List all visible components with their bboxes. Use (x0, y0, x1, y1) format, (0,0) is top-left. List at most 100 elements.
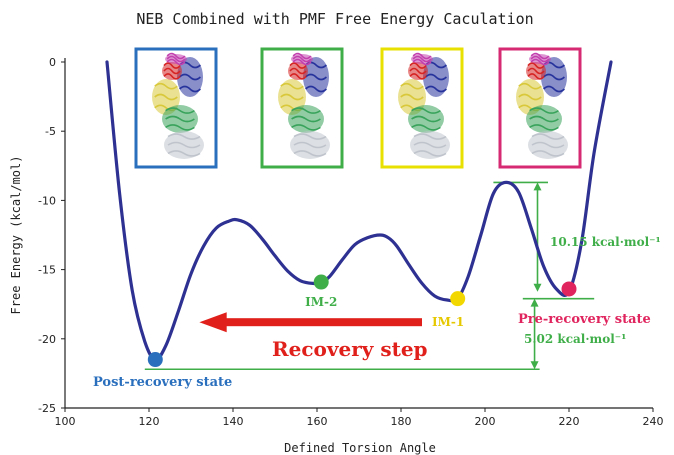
state-point (313, 274, 329, 290)
ribbon-helix (292, 58, 312, 66)
ribbon-helix (400, 82, 424, 90)
ribbon-helix (409, 62, 427, 69)
structure-frame (498, 47, 582, 169)
structure-frame (260, 47, 344, 169)
ribbon-helix (527, 67, 545, 75)
barrier-arrow-head-down (533, 283, 542, 292)
ribbon-helix (527, 73, 545, 80)
ribbon-helix (165, 107, 195, 114)
free-energy-curve (105, 60, 613, 362)
ribbon-helix (165, 115, 195, 123)
y-tick-label: -25 (38, 402, 56, 415)
ribbon-helix (412, 58, 432, 66)
ribbon-helix (425, 73, 447, 81)
ribbon-helix (289, 67, 307, 75)
state-points (147, 274, 577, 368)
ribbon-helix (305, 73, 327, 81)
ribbon-helix (518, 82, 542, 90)
y-tick-label: -20 (38, 333, 56, 346)
ribbon-helix (543, 85, 565, 93)
ribbon-helix (179, 73, 201, 81)
ribbon-helix (529, 107, 559, 114)
ribbon-helix (280, 93, 304, 101)
barrier-energy-label: 10.15 kcal·mol⁻¹ (550, 235, 661, 249)
im-1-label: IM-1 (432, 315, 464, 329)
ribbon-helix (409, 67, 427, 75)
delta-arrow-head-down (530, 361, 539, 370)
ribbon-helix (411, 124, 441, 131)
y-tick-label: -10 (38, 194, 56, 207)
y-tick-label: -15 (38, 264, 56, 277)
ribbon-helix (530, 52, 550, 60)
ribbon-helix (425, 85, 447, 93)
ribbon-helix (305, 85, 327, 93)
ribbon-helix (167, 141, 201, 149)
ribbon-helix (530, 55, 550, 63)
x-tick-label: 100 (55, 415, 76, 428)
ribbon-helix (179, 85, 201, 93)
y-tick-label: 0 (49, 56, 56, 69)
ribbon-helix (293, 133, 327, 140)
barrier-arrow-head-up (533, 182, 542, 191)
state-point (147, 352, 163, 368)
ribbon-helix (543, 73, 565, 81)
y-tick-label: -5 (45, 125, 56, 138)
structure-frames (134, 47, 582, 169)
chart-title: NEB Combined with PMF Free Energy Cacula… (136, 10, 533, 28)
ribbon-helix (291, 107, 321, 114)
structure-frame (134, 47, 218, 169)
ribbon-helix (409, 73, 427, 80)
ribbon-helix (529, 124, 559, 131)
recovery-arrow-shaft (220, 318, 422, 327)
ribbon-helix (291, 124, 321, 131)
ribbon-helix (527, 62, 545, 69)
ribbon-helix (413, 133, 447, 140)
ribbon-helix (166, 58, 186, 66)
delta-arrow-head-up (530, 298, 539, 307)
ribbon-helix (293, 150, 327, 157)
ribbon-helix (413, 141, 447, 149)
ribbon-helix (292, 55, 312, 63)
state-point (450, 291, 466, 307)
ribbon-helix (413, 150, 447, 157)
im-2-label: IM-2 (305, 295, 337, 309)
ribbon-helix (166, 55, 186, 63)
ribbon-helix (154, 93, 178, 101)
recovery-arrow (199, 312, 422, 333)
x-tick-label: 160 (307, 415, 328, 428)
ribbon-helix (412, 55, 432, 63)
x-tick-label: 140 (223, 415, 244, 428)
ribbon-helix (531, 150, 565, 157)
ribbon-helix (154, 82, 178, 90)
ribbon-helix (163, 73, 181, 80)
ribbon-helix (400, 93, 424, 101)
post-recovery-label: Post-recovery state (93, 375, 232, 390)
x-tick-label: 180 (391, 415, 412, 428)
ribbon-helix (411, 115, 441, 123)
ribbon-helix (531, 141, 565, 149)
ribbon-helix (293, 141, 327, 149)
x-tick-label: 200 (475, 415, 496, 428)
structure-frame (380, 47, 464, 169)
ribbon-helix (163, 67, 181, 75)
energy-guides (144, 181, 595, 371)
ribbon-helix (166, 52, 186, 60)
recovery-arrow-head (199, 312, 227, 333)
ribbon-helix (411, 107, 441, 114)
ribbon-helix (518, 93, 542, 101)
ribbon-helix (289, 62, 307, 69)
state-point (561, 281, 577, 297)
state-labels: Post-recovery state IM-2 IM-1 Pre-recove… (93, 235, 661, 390)
ribbon-helix (412, 52, 432, 60)
axes: 100 120 140 160 180 200 220 240 0 -5 -10 -15 -20 -25 (38, 56, 663, 428)
delta-energy-label: 5.02 kcal·mol⁻¹ (524, 332, 626, 346)
ribbon-helix (289, 73, 307, 80)
ribbon-helix (530, 58, 550, 66)
ribbon-helix (292, 52, 312, 60)
x-axis-label: Defined Torsion Angle (284, 441, 436, 455)
y-axis-label: Free Energy (kcal/mol) (9, 156, 23, 315)
ribbon-helix (167, 150, 201, 157)
ribbon-helix (165, 124, 195, 131)
recovery-step-label: Recovery step (272, 337, 428, 361)
